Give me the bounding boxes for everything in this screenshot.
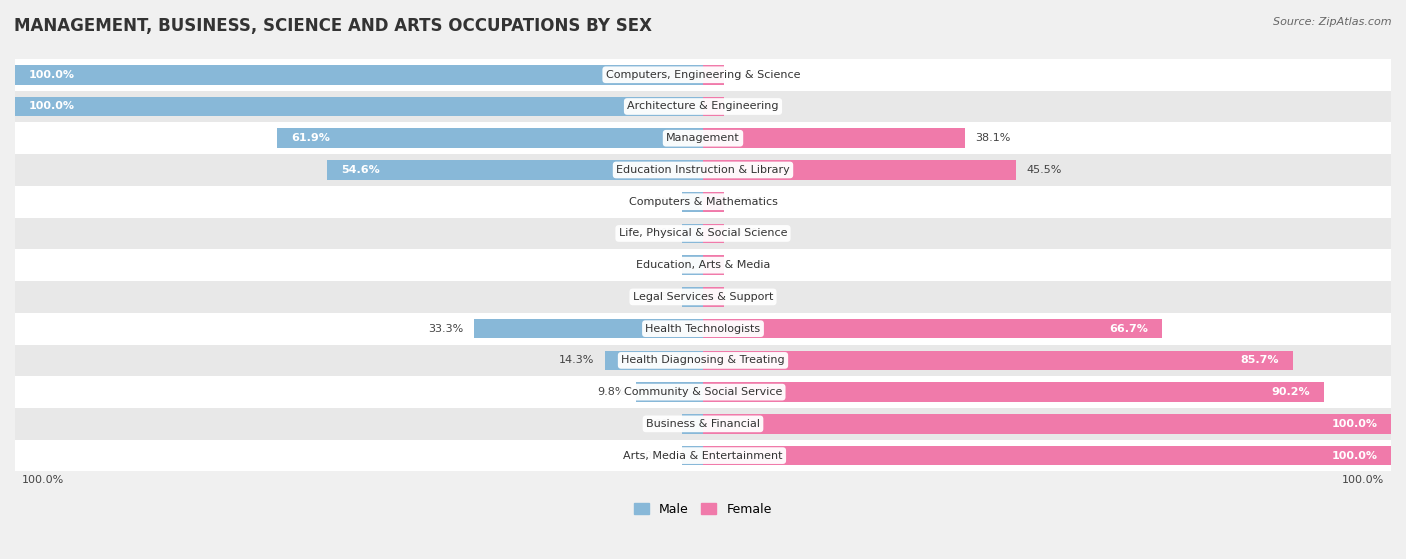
Text: Source: ZipAtlas.com: Source: ZipAtlas.com <box>1274 17 1392 27</box>
Bar <box>703 65 724 84</box>
Bar <box>15 122 1391 154</box>
Text: 38.1%: 38.1% <box>976 133 1011 143</box>
Text: 100.0%: 100.0% <box>1331 451 1378 461</box>
Text: 0.0%: 0.0% <box>644 197 672 207</box>
Text: 0.0%: 0.0% <box>644 419 672 429</box>
Text: 33.3%: 33.3% <box>429 324 464 334</box>
Text: 100.0%: 100.0% <box>1341 475 1384 485</box>
Bar <box>15 154 1391 186</box>
Bar <box>15 65 703 84</box>
Text: 54.6%: 54.6% <box>342 165 380 175</box>
Text: 0.0%: 0.0% <box>644 260 672 270</box>
Text: 100.0%: 100.0% <box>28 70 75 80</box>
Text: Computers, Engineering & Science: Computers, Engineering & Science <box>606 70 800 80</box>
Bar <box>15 440 1391 471</box>
Text: 14.3%: 14.3% <box>560 356 595 366</box>
Bar <box>15 59 1391 91</box>
Text: Health Technologists: Health Technologists <box>645 324 761 334</box>
Text: 100.0%: 100.0% <box>1331 419 1378 429</box>
Text: Life, Physical & Social Science: Life, Physical & Social Science <box>619 229 787 239</box>
Bar <box>15 344 1391 376</box>
Bar <box>15 313 1391 344</box>
Bar <box>15 376 1391 408</box>
Bar <box>15 91 1391 122</box>
Text: 0.0%: 0.0% <box>734 197 762 207</box>
Text: Management: Management <box>666 133 740 143</box>
Text: MANAGEMENT, BUSINESS, SCIENCE AND ARTS OCCUPATIONS BY SEX: MANAGEMENT, BUSINESS, SCIENCE AND ARTS O… <box>14 17 652 35</box>
Bar <box>15 97 703 116</box>
Bar <box>15 408 1391 440</box>
Text: 100.0%: 100.0% <box>28 102 75 111</box>
Bar <box>277 129 703 148</box>
Text: 0.0%: 0.0% <box>734 102 762 111</box>
Bar <box>703 97 724 116</box>
Text: 0.0%: 0.0% <box>734 260 762 270</box>
Text: Architecture & Engineering: Architecture & Engineering <box>627 102 779 111</box>
Text: 9.8%: 9.8% <box>596 387 626 397</box>
Bar <box>15 249 1391 281</box>
Text: Legal Services & Support: Legal Services & Support <box>633 292 773 302</box>
Bar <box>682 224 703 243</box>
Text: 0.0%: 0.0% <box>644 451 672 461</box>
Bar <box>682 192 703 211</box>
Bar <box>703 414 1391 434</box>
Legend: Male, Female: Male, Female <box>630 498 776 520</box>
Bar <box>703 382 1323 402</box>
Bar <box>703 255 724 275</box>
Bar <box>682 255 703 275</box>
Text: Community & Social Service: Community & Social Service <box>624 387 782 397</box>
Text: 0.0%: 0.0% <box>734 70 762 80</box>
Text: 100.0%: 100.0% <box>22 475 65 485</box>
Text: Business & Financial: Business & Financial <box>645 419 761 429</box>
Bar <box>703 224 724 243</box>
Bar <box>682 414 703 434</box>
Bar <box>703 129 965 148</box>
Bar <box>682 287 703 307</box>
Text: 0.0%: 0.0% <box>644 229 672 239</box>
Text: Arts, Media & Entertainment: Arts, Media & Entertainment <box>623 451 783 461</box>
Bar <box>474 319 703 339</box>
Text: Education, Arts & Media: Education, Arts & Media <box>636 260 770 270</box>
Bar <box>328 160 703 180</box>
Text: 45.5%: 45.5% <box>1026 165 1062 175</box>
Text: 66.7%: 66.7% <box>1109 324 1149 334</box>
Text: 85.7%: 85.7% <box>1240 356 1279 366</box>
Bar <box>636 382 703 402</box>
Bar <box>15 217 1391 249</box>
Bar <box>703 192 724 211</box>
Text: 0.0%: 0.0% <box>734 292 762 302</box>
Bar <box>682 446 703 466</box>
Bar <box>703 350 1292 370</box>
Text: Computers & Mathematics: Computers & Mathematics <box>628 197 778 207</box>
Bar <box>605 350 703 370</box>
Text: 0.0%: 0.0% <box>644 292 672 302</box>
Text: 61.9%: 61.9% <box>291 133 330 143</box>
Text: 0.0%: 0.0% <box>734 229 762 239</box>
Bar <box>703 160 1017 180</box>
Bar <box>703 287 724 307</box>
Text: Education Instruction & Library: Education Instruction & Library <box>616 165 790 175</box>
Bar <box>15 281 1391 313</box>
Bar <box>703 446 1391 466</box>
Bar <box>15 186 1391 217</box>
Bar <box>703 319 1161 339</box>
Text: Health Diagnosing & Treating: Health Diagnosing & Treating <box>621 356 785 366</box>
Text: 90.2%: 90.2% <box>1271 387 1310 397</box>
